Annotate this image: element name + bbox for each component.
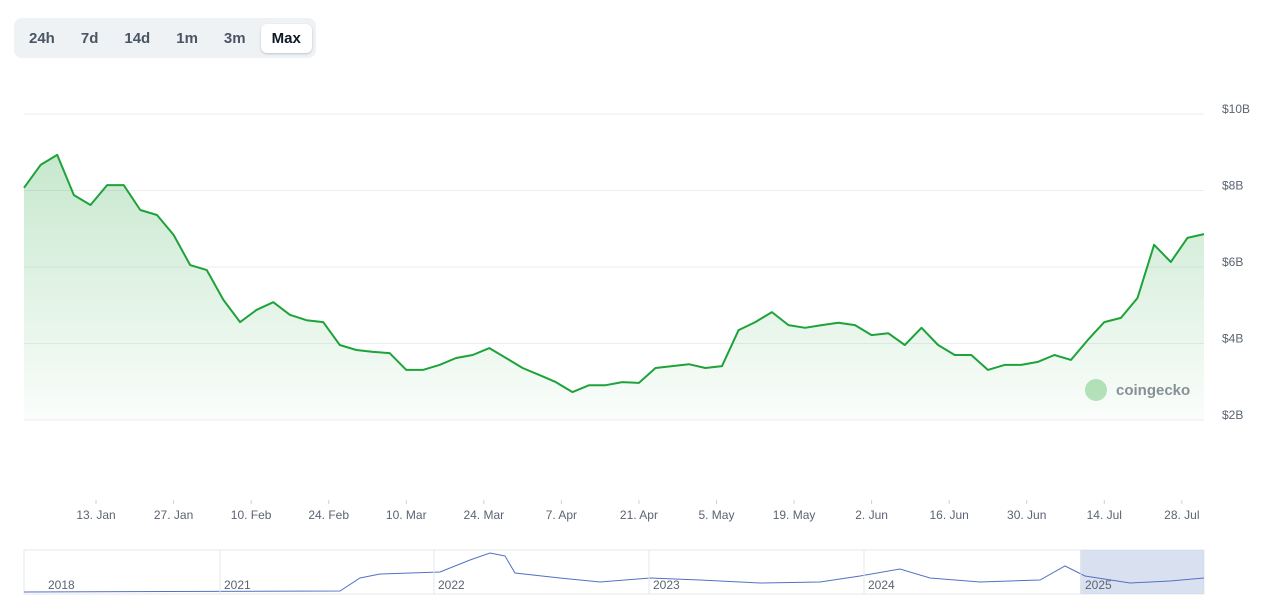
x-tick-label: 13. Jan (76, 508, 115, 522)
navigator-frame (23, 549, 1205, 595)
navigator-label: 2022 (438, 578, 465, 592)
x-tick-label: 10. Feb (231, 508, 272, 522)
x-tick-label: 30. Jun (1007, 508, 1046, 522)
y-tick-label: $8B (1222, 179, 1243, 193)
navigator-labels: 2018 2021 2022 2023 2024 2025 (48, 550, 1112, 594)
x-tick-label: 10. Mar (386, 508, 427, 522)
y-tick-label: $2B (1222, 408, 1243, 422)
navigator-line (23, 552, 1205, 593)
x-tick-label: 24. Feb (308, 508, 349, 522)
x-tick-label: 21. Apr (620, 508, 658, 522)
x-tick-label: 5. May (698, 508, 734, 522)
x-tick-label: 7. Apr (546, 508, 577, 522)
navigator-label: 2025 (1085, 578, 1112, 592)
y-tick-label: $6B (1222, 255, 1243, 269)
range-selector: 24h 7d 14d 1m 3m Max (14, 18, 316, 58)
range-button[interactable]: 7d (80, 29, 99, 47)
range-button[interactable]: 24h (29, 29, 55, 47)
x-tick-label: 16. Jun (929, 508, 968, 522)
x-tick-label: 14. Jul (1087, 508, 1122, 522)
x-tick-label: 28. Jul (1164, 508, 1199, 522)
navigator-selection[interactable] (1080, 550, 1204, 594)
navigator-label: 2021 (224, 578, 251, 592)
line (23, 153, 1205, 394)
navigator-label: 2023 (653, 578, 680, 592)
area (24, 154, 1204, 420)
y-tick-label: $4B (1222, 332, 1243, 346)
range-button[interactable]: 1m (176, 29, 198, 47)
range-button[interactable]: Max (260, 23, 312, 53)
y-tick-label: $10B (1222, 102, 1250, 116)
navigator-label: 2024 (868, 578, 895, 592)
range-button[interactable]: 14d (124, 29, 151, 47)
x-tick-label: 2. Jun (855, 508, 888, 522)
x-tick-label: 27. Jan (154, 508, 193, 522)
range-button[interactable]: 3m (223, 29, 246, 47)
x-tick-label: 19. May (773, 508, 816, 522)
navigator-label: 2018 (48, 578, 75, 592)
x-tick-label: 24. Mar (463, 508, 504, 522)
